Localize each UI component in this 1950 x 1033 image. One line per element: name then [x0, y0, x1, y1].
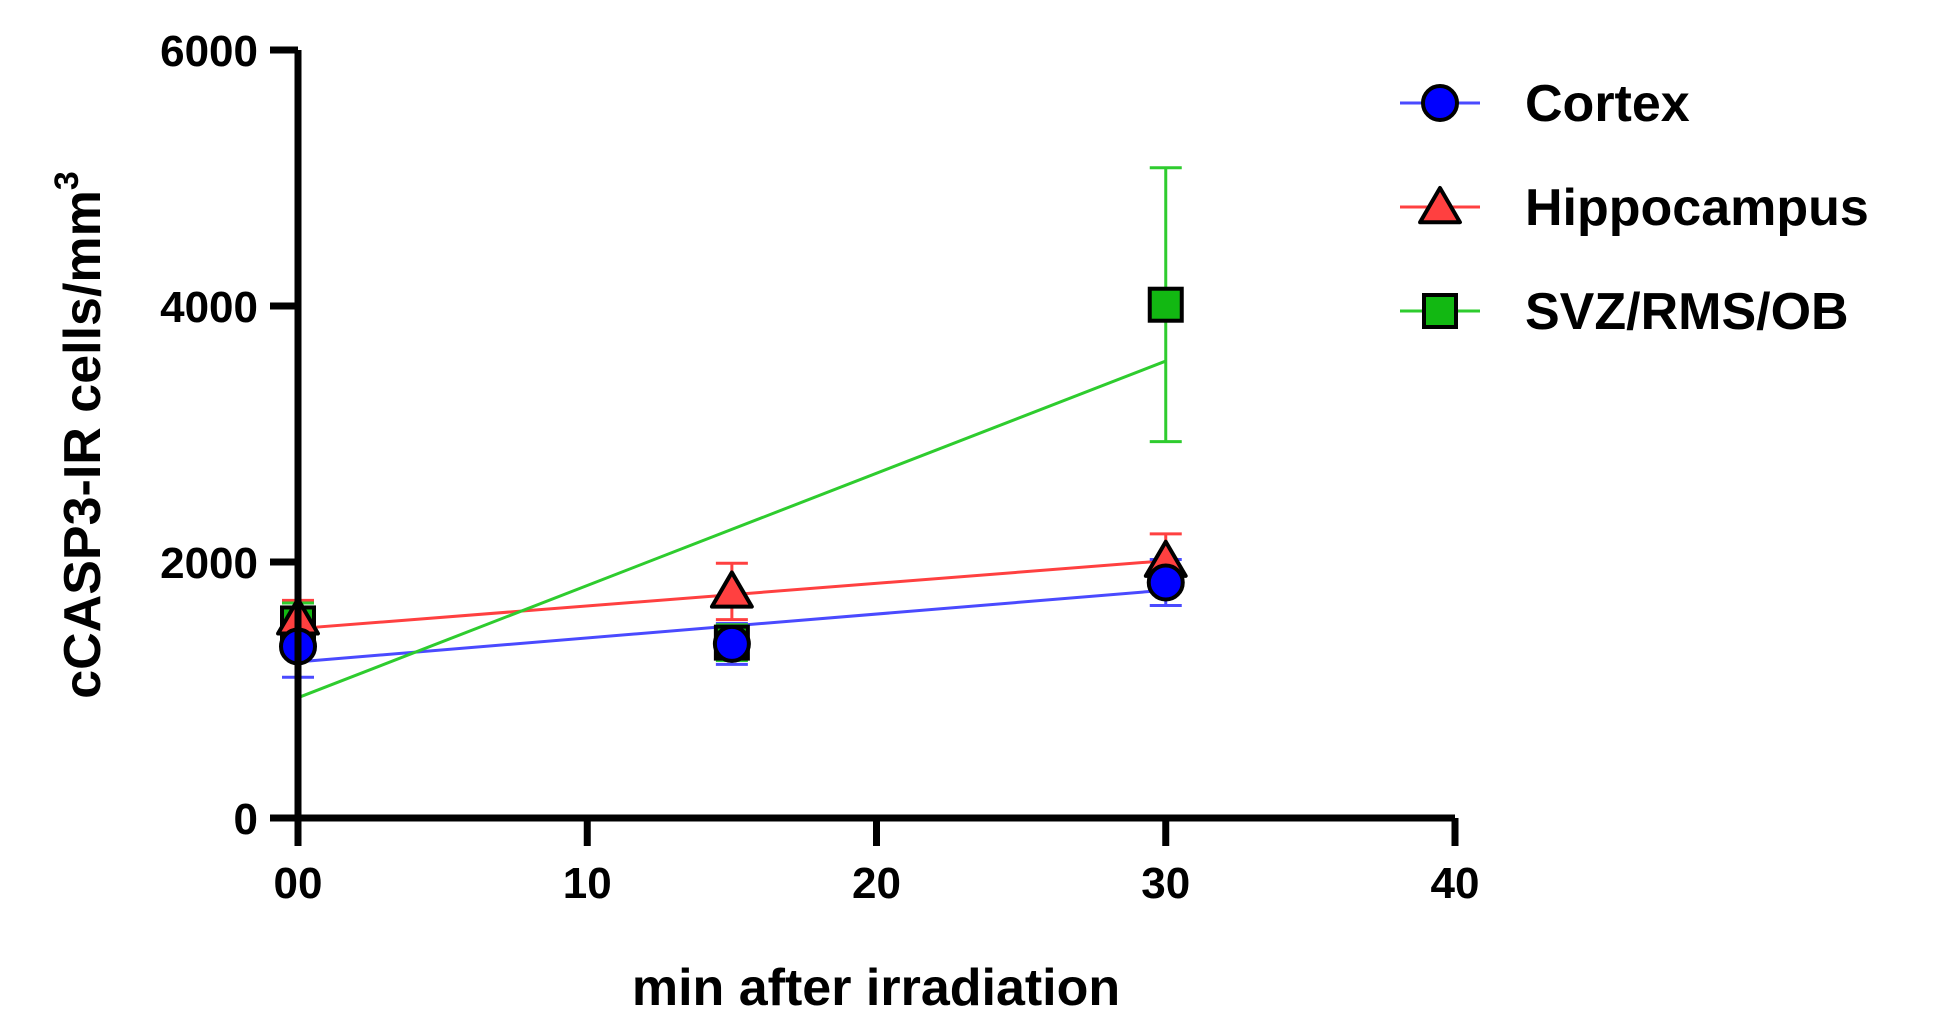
legend-label: Cortex — [1525, 75, 1690, 133]
legend-marker-triangle — [1418, 186, 1462, 225]
x-tick-label: 40 — [1431, 859, 1480, 908]
legend-marker-square — [1422, 293, 1458, 329]
data-points — [276, 286, 1188, 666]
legend-item: Hippocampus — [1400, 179, 1869, 237]
axes — [294, 50, 1455, 822]
data-point-circle — [712, 624, 751, 663]
y-axis-title-superscript: 3 — [48, 171, 86, 190]
x-tick-label: 20 — [852, 859, 901, 908]
data-point-square — [1147, 286, 1184, 323]
y-axis-title-main: cCASP3-IR cells/mm — [54, 190, 112, 699]
data-point-circle — [1146, 563, 1185, 602]
data-point-triangle — [709, 570, 754, 609]
y-tick-label: 2000 — [160, 539, 258, 588]
legend-item: SVZ/RMS/OB — [1400, 283, 1849, 341]
y-tick-label: 0 — [234, 795, 258, 844]
legend: Cortex Hippocampus SVZ/RMS/OB — [1400, 75, 1869, 341]
y-tick-label: 6000 — [160, 27, 258, 76]
x-axis-title: min after irradiation — [632, 959, 1120, 1017]
legend-label: SVZ/RMS/OB — [1525, 283, 1849, 341]
y-axis-title: cCASP3-IR cells/mm3 — [48, 171, 112, 699]
x-tick-label: 10 — [563, 859, 612, 908]
x-tick-label: 00 — [274, 859, 323, 908]
legend-marker-circle — [1421, 84, 1459, 122]
legend-label: Hippocampus — [1525, 179, 1869, 237]
ticks: 0 2000 4000 6000 00 10 20 30 40 — [160, 27, 1479, 908]
plot-area — [276, 166, 1188, 700]
legend-item: Cortex — [1400, 75, 1690, 133]
fit-line-square — [297, 359, 1167, 700]
x-tick-label: 30 — [1141, 859, 1190, 908]
y-tick-label: 4000 — [160, 283, 258, 332]
